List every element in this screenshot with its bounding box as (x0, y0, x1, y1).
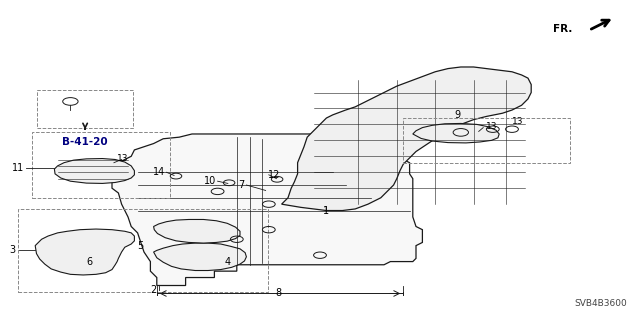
Text: 3: 3 (10, 245, 16, 256)
Polygon shape (35, 229, 134, 275)
Bar (32, 132, 170, 198)
Bar (37, 90, 133, 128)
Text: 13: 13 (486, 122, 498, 130)
Text: 12: 12 (268, 170, 280, 180)
Text: 2: 2 (150, 285, 157, 295)
Text: 8: 8 (275, 288, 282, 299)
Text: 4: 4 (225, 256, 231, 267)
Polygon shape (154, 219, 240, 243)
Text: 11: 11 (12, 163, 24, 174)
Text: 10: 10 (204, 176, 216, 186)
Text: FR.: FR. (554, 24, 573, 34)
Polygon shape (282, 67, 531, 211)
Bar (18, 209, 268, 292)
Polygon shape (112, 134, 422, 286)
Text: 7: 7 (238, 180, 244, 190)
Text: 9: 9 (454, 110, 461, 120)
Text: 13: 13 (512, 117, 524, 126)
Bar (403, 118, 570, 163)
Text: SVB4B3600: SVB4B3600 (575, 299, 627, 308)
Text: 6: 6 (86, 256, 93, 267)
Text: 1: 1 (323, 205, 330, 216)
Polygon shape (413, 123, 499, 143)
Polygon shape (54, 159, 134, 183)
Text: B-41-20: B-41-20 (62, 137, 108, 147)
Text: 13: 13 (116, 154, 128, 163)
Polygon shape (154, 243, 246, 271)
Text: 5: 5 (138, 241, 144, 251)
Text: 14: 14 (153, 167, 165, 177)
